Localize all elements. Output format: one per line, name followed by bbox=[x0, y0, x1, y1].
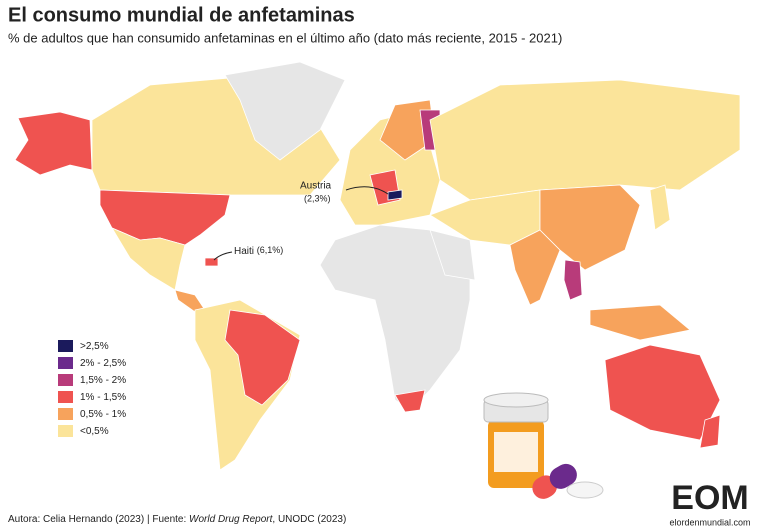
legend-swatch bbox=[58, 374, 73, 386]
region bbox=[429, 79, 741, 201]
region bbox=[224, 61, 346, 161]
pills-illustration bbox=[483, 392, 604, 499]
region bbox=[14, 111, 93, 176]
region bbox=[649, 184, 671, 231]
legend-swatch bbox=[58, 340, 73, 352]
legend-label: >2,5% bbox=[80, 341, 109, 352]
logo-site: elordenmundial.com bbox=[669, 517, 750, 527]
region bbox=[387, 189, 403, 201]
annotation-haiti: Haiti (6,1%) bbox=[213, 245, 283, 261]
region bbox=[394, 389, 426, 413]
region bbox=[589, 304, 691, 341]
region bbox=[539, 184, 641, 271]
legend-label: 1% - 1,5% bbox=[80, 392, 126, 403]
region bbox=[429, 229, 476, 281]
annotation-label: Austria bbox=[300, 181, 332, 192]
legend-swatch bbox=[58, 408, 73, 420]
footer: Autora: Celia Hernando (2023) | Fuente: … bbox=[8, 514, 346, 525]
title: El consumo mundial de anfetaminas bbox=[8, 4, 355, 26]
region bbox=[699, 414, 721, 449]
legend-swatch bbox=[58, 425, 73, 437]
legend-swatch bbox=[58, 357, 73, 369]
annotation-austria: Austria (2,3%) bbox=[300, 181, 389, 203]
annotation-value: (2,3%) bbox=[304, 193, 331, 203]
legend-label: <0,5% bbox=[80, 426, 109, 437]
subtitle: % de adultos que han consumido anfetamin… bbox=[8, 30, 562, 45]
region bbox=[563, 259, 583, 301]
legend-label: 0,5% - 1% bbox=[80, 409, 126, 420]
logo-mark: EOM bbox=[671, 479, 748, 517]
legend-label: 1,5% - 2% bbox=[80, 375, 126, 386]
region bbox=[204, 257, 219, 267]
legend-label: 2% - 2,5% bbox=[80, 358, 126, 369]
legend: >2,5% 2% - 2,5% 1,5% - 2% 1% - 1,5% 0,5% - 1… bbox=[58, 340, 126, 437]
region bbox=[111, 227, 186, 291]
annotation-label: Haiti (6,1%) bbox=[234, 245, 283, 256]
legend-swatch bbox=[58, 391, 73, 403]
region bbox=[604, 344, 721, 441]
annotation-arrow bbox=[213, 251, 233, 261]
annotation-arrow bbox=[345, 186, 389, 195]
region bbox=[224, 309, 301, 406]
